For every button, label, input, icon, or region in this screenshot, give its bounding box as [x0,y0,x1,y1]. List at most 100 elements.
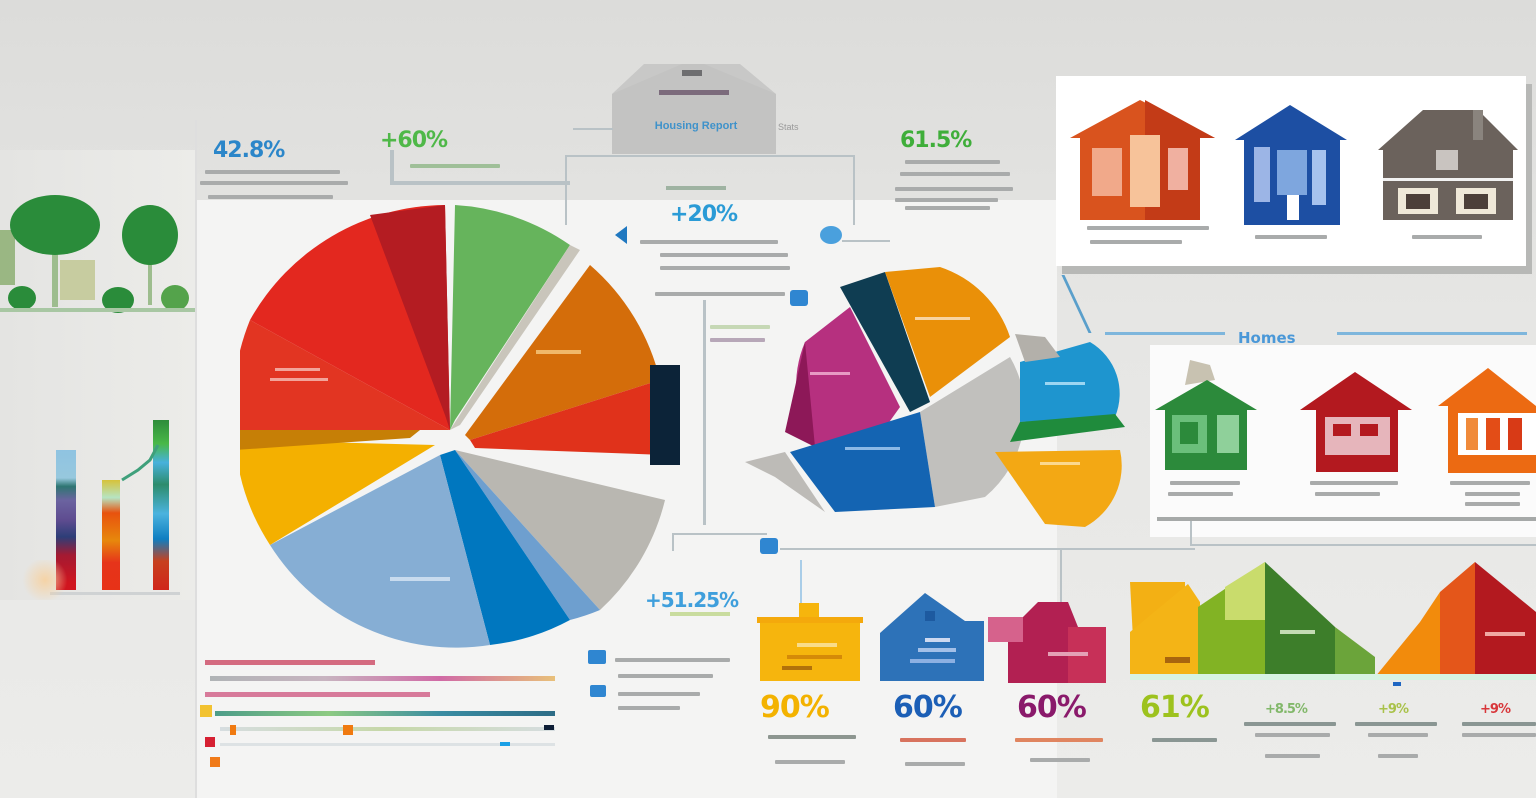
connector-line [772,560,802,610]
text-line [1255,733,1330,737]
orange-house-row-icon [1438,368,1536,473]
text-line [1465,502,1520,506]
connector-line [703,300,706,525]
text-line [640,240,778,244]
left-glow [20,560,70,600]
green-house-icon [1155,360,1257,470]
section-rule-left [1105,332,1225,335]
text-line [710,338,765,342]
bar-chart [30,400,190,600]
text-line [710,325,770,329]
legend-text [618,692,700,696]
text-line [900,738,966,742]
legend-icon [590,685,606,697]
text-line [768,735,856,739]
block-pct-magenta: 60% [1017,690,1087,725]
text-line [205,170,340,174]
text-line [905,206,990,210]
trend-line [121,444,160,482]
text-line [895,187,1013,191]
main-pie-chart [240,205,680,648]
text-line [905,160,1000,164]
block-pct-blue: 60% [893,690,963,725]
node-icon [790,290,808,306]
text-line [1462,733,1536,737]
yellow-block-icon [757,603,863,681]
legend-marker [210,757,220,767]
magenta-block-icon [988,602,1106,683]
secondary-pie-chart [745,267,1125,527]
connector-line [1190,521,1536,546]
bottom-right-pct-3: +9% [1378,702,1409,717]
text-line [1450,481,1530,485]
legend-line [220,727,555,731]
text-line [1152,738,1217,742]
green-stat-value: +60% [380,128,448,153]
block-pct-yellow: 90% [760,690,830,725]
connector-line [573,128,613,130]
connector-line [390,150,570,185]
bottom-stat-value: +51.25% [645,588,739,612]
right-stat-value: 61.5% [900,128,972,153]
text-line [1378,754,1418,758]
text-line [905,762,965,766]
center-stat-value: +20% [670,202,738,227]
legend-line [215,711,555,716]
connector-line [780,548,1195,550]
text-line [655,292,785,296]
bar-3 [153,420,169,590]
divider [1157,517,1536,521]
text-line [1255,235,1327,239]
bottom-right-pct-1: 61% [1140,690,1210,725]
blue-house-icon [1235,105,1347,225]
mountain-houses-icon [1130,562,1536,680]
legend-icon [588,650,606,664]
red-house-icon [1300,372,1412,472]
text-line [1412,235,1482,239]
legend-marker [500,742,510,746]
legend-line [205,660,375,665]
text-line [410,164,500,168]
connector-line [672,533,767,551]
top-header-sub: Stats [778,122,799,132]
connector-line [1060,550,1062,610]
blue-block-icon [880,593,984,681]
small-marker [1393,682,1401,686]
section-label: Homes [1238,329,1296,347]
connector-line [565,155,855,225]
text-line [1015,738,1103,742]
legend-line [210,676,555,681]
bar-1 [56,450,76,590]
text-line [1030,758,1090,762]
left-header-value: 42.8% [213,138,285,163]
top-house-header-icon [612,64,776,154]
left-panel-right [195,120,197,798]
text-line [900,172,1010,176]
legend-marker [544,725,554,730]
trees-icon [0,195,195,313]
bottom-stat-underline [670,612,730,616]
top-header-label: Housing Report [654,120,738,132]
bar-2 [102,480,120,590]
text-line [1090,240,1182,244]
legend-marker [200,705,212,717]
bottom-right-pct-4: +9% [1480,702,1511,717]
orange-house-icon [1070,100,1215,220]
x-axis [50,592,180,595]
text-line [895,198,998,202]
text-line [1465,492,1520,496]
text-line [1170,481,1240,485]
legend-text [618,706,680,710]
legend-line [205,692,430,697]
text-line [660,266,790,270]
node-icon [820,226,842,244]
node-icon [760,538,778,554]
arrow-left-icon [615,226,627,244]
text-line [1355,722,1437,726]
connector-line [842,240,890,242]
legend-text [615,658,730,662]
legend-line [220,743,555,746]
legend-text [618,674,713,678]
text-line [1310,481,1398,485]
text-line [775,760,845,764]
